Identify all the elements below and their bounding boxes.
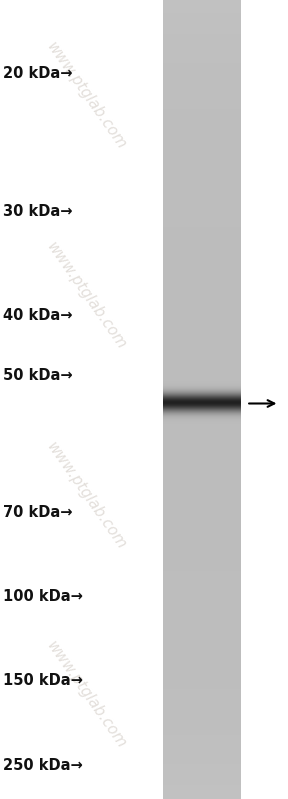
Text: 70 kDa→: 70 kDa→ xyxy=(3,506,72,520)
Text: 250 kDa→: 250 kDa→ xyxy=(3,758,83,773)
Text: 40 kDa→: 40 kDa→ xyxy=(3,308,72,323)
Text: www.ptglab.com: www.ptglab.com xyxy=(44,239,129,352)
Text: www.ptglab.com: www.ptglab.com xyxy=(44,439,129,552)
Text: www.ptglab.com: www.ptglab.com xyxy=(44,39,129,153)
Text: www.ptglab.com: www.ptglab.com xyxy=(44,638,129,752)
Text: 150 kDa→: 150 kDa→ xyxy=(3,674,83,688)
Text: 20 kDa→: 20 kDa→ xyxy=(3,66,72,81)
Text: 100 kDa→: 100 kDa→ xyxy=(3,590,83,604)
Text: 50 kDa→: 50 kDa→ xyxy=(3,368,73,383)
Text: 30 kDa→: 30 kDa→ xyxy=(3,205,72,219)
